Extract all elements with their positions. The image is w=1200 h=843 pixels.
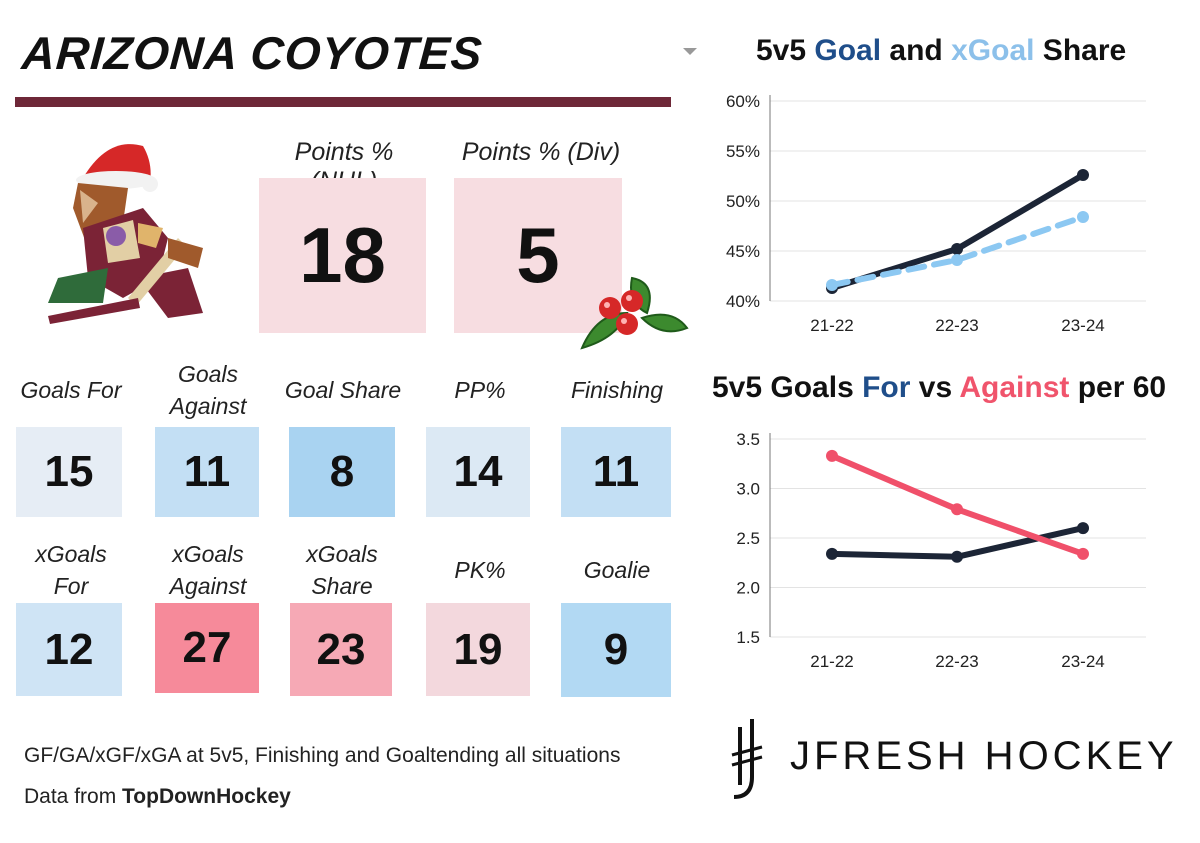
data-point: [1077, 547, 1089, 560]
data-point: [951, 550, 963, 563]
stat-xgoals-for-value: 12: [16, 603, 122, 696]
y-tick-label: 3.5: [736, 430, 760, 449]
chevron-down-icon[interactable]: [683, 48, 697, 55]
y-tick-label: 3.0: [736, 480, 760, 499]
stat-goalie-label: Goalie: [583, 557, 651, 583]
team-title: ARIZONA COYOTES: [20, 27, 485, 79]
holly-icon: [580, 276, 689, 350]
stat-pp-value: 14: [426, 427, 530, 517]
y-tick-label: 2.5: [736, 529, 760, 548]
x-tick-label: 22-23: [935, 652, 978, 671]
stat-goals-against-value: 11: [155, 427, 259, 517]
y-tick-label: 45%: [726, 242, 760, 261]
data-point: [1077, 211, 1089, 223]
stat-goals-for-value: 15: [16, 427, 122, 517]
x-tick-label: 23-24: [1061, 316, 1104, 335]
points-nhl-value: 18: [259, 178, 426, 333]
data-point: [1077, 169, 1089, 181]
points-div-label: Points % (Div): [461, 138, 621, 166]
stat-xgoals-against-label: xGoals Against: [169, 541, 247, 599]
goal-share-chart: 60% 55% 50% 45% 40% 21-22 22-23 23-24: [726, 92, 1146, 335]
data-point: [826, 547, 838, 560]
stat-goals-for-label: Goals For: [20, 377, 122, 403]
chart-goal-share-title: 5v5 Goal and xGoal Share: [756, 34, 1127, 67]
stat-pp-label: PP%: [454, 377, 506, 403]
title-divider: [15, 97, 671, 107]
chart-goals-per60-title: 5v5 Goals For vs Against per 60: [712, 371, 1167, 404]
y-tick-label: 40%: [726, 292, 760, 311]
stat-xgoals-for-label: xGoals For: [35, 541, 107, 599]
y-tick-label: 50%: [726, 192, 760, 211]
x-tick-label: 21-22: [810, 316, 853, 335]
x-tick-label: 21-22: [810, 652, 853, 671]
brand-name: JFRESH HOCKEY: [790, 734, 1178, 778]
y-tick-label: 2.0: [736, 579, 760, 598]
data-point: [826, 279, 838, 291]
stat-xgoals-against-value: 27: [155, 603, 259, 693]
source-name: TopDownHockey: [122, 785, 291, 808]
jfresh-logo: [731, 719, 763, 799]
stat-goals-against-label: Goals Against: [169, 361, 247, 419]
stat-pk-label: PK%: [454, 557, 506, 583]
points-div-value: 5: [454, 178, 622, 333]
data-point: [951, 254, 963, 266]
data-point: [1077, 522, 1089, 535]
y-tick-label: 60%: [726, 92, 760, 111]
footnote-source: Data from TopDownHockey: [24, 785, 291, 808]
stat-xgoals-share-value: 23: [290, 603, 392, 696]
data-point: [951, 503, 963, 516]
footnote-methodology: GF/GA/xGF/xGA at 5v5, Finishing and Goal…: [24, 744, 621, 767]
stat-finishing-label: Finishing: [570, 377, 664, 403]
stat-goal-share-value: 8: [289, 427, 395, 517]
stat-goalie-value: 9: [561, 603, 671, 697]
x-tick-label: 22-23: [935, 316, 978, 335]
coyote-logo: [48, 144, 203, 324]
data-point: [951, 243, 963, 255]
y-tick-label: 55%: [726, 142, 760, 161]
stat-xgoals-share-label: xGoals Share: [306, 541, 378, 599]
stat-finishing-value: 11: [561, 427, 671, 517]
stat-pk-value: 19: [426, 603, 530, 696]
goals-per60-chart: 3.5 3.0 2.5 2.0 1.5 21-22 22-23 23-24: [736, 430, 1146, 671]
data-point: [826, 449, 838, 462]
y-tick-label: 1.5: [736, 628, 760, 647]
stat-goal-share-label: Goal Share: [284, 377, 402, 403]
x-tick-label: 23-24: [1061, 652, 1104, 671]
